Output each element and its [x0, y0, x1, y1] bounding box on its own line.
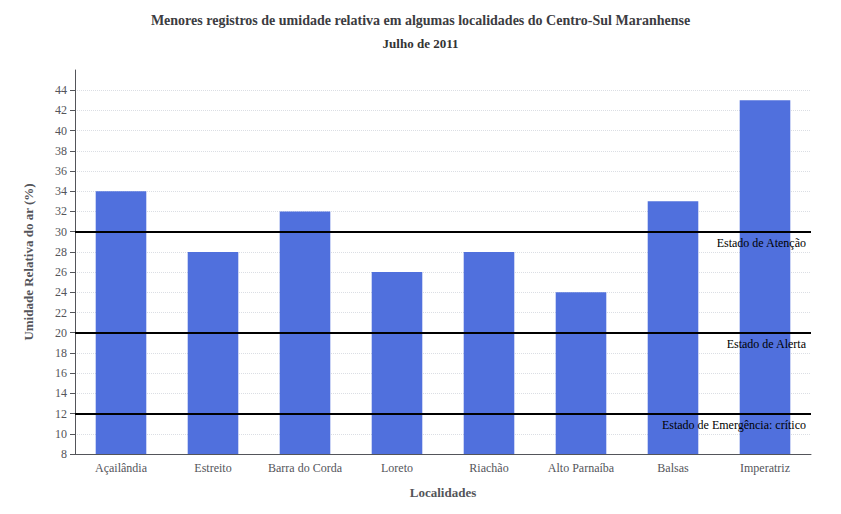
svg-text:24: 24 — [55, 285, 67, 299]
svg-text:Localidades: Localidades — [410, 485, 476, 500]
svg-text:14: 14 — [55, 386, 67, 400]
svg-text:8: 8 — [61, 447, 67, 461]
svg-text:34: 34 — [55, 184, 67, 198]
svg-text:36: 36 — [55, 164, 67, 178]
svg-text:38: 38 — [55, 144, 67, 158]
svg-text:18: 18 — [55, 346, 67, 360]
svg-text:Estado de Emergência: crítico: Estado de Emergência: crítico — [662, 418, 806, 432]
svg-text:22: 22 — [55, 306, 67, 320]
svg-text:10: 10 — [55, 427, 67, 441]
svg-text:42: 42 — [55, 103, 67, 117]
svg-text:Barra do Corda: Barra do Corda — [268, 461, 343, 475]
svg-text:Loreto: Loreto — [381, 461, 413, 475]
svg-text:Estado de Alerta: Estado de Alerta — [727, 337, 807, 351]
svg-text:28: 28 — [55, 245, 67, 259]
svg-text:Julho de 2011: Julho de 2011 — [383, 36, 459, 51]
svg-text:Estreito: Estreito — [194, 461, 231, 475]
svg-text:Imperatriz: Imperatriz — [740, 461, 790, 475]
svg-text:Alto Parnaíba: Alto Parnaíba — [548, 461, 615, 475]
svg-text:12: 12 — [55, 407, 67, 421]
svg-text:44: 44 — [55, 83, 67, 97]
svg-text:Umidade Relativa do ar (%): Umidade Relativa do ar (%) — [21, 183, 36, 340]
svg-text:16: 16 — [55, 366, 67, 380]
svg-text:20: 20 — [55, 326, 67, 340]
svg-text:32: 32 — [55, 204, 67, 218]
svg-text:Riachão: Riachão — [469, 461, 508, 475]
svg-text:Estado de Atenção: Estado de Atenção — [717, 236, 806, 250]
svg-text:30: 30 — [55, 225, 67, 239]
svg-text:Açailândia: Açailândia — [95, 461, 148, 475]
svg-text:26: 26 — [55, 265, 67, 279]
svg-text:Menores registros de umidade r: Menores registros de umidade relativa em… — [151, 13, 690, 28]
svg-text:40: 40 — [55, 124, 67, 138]
svg-text:Balsas: Balsas — [657, 461, 689, 475]
